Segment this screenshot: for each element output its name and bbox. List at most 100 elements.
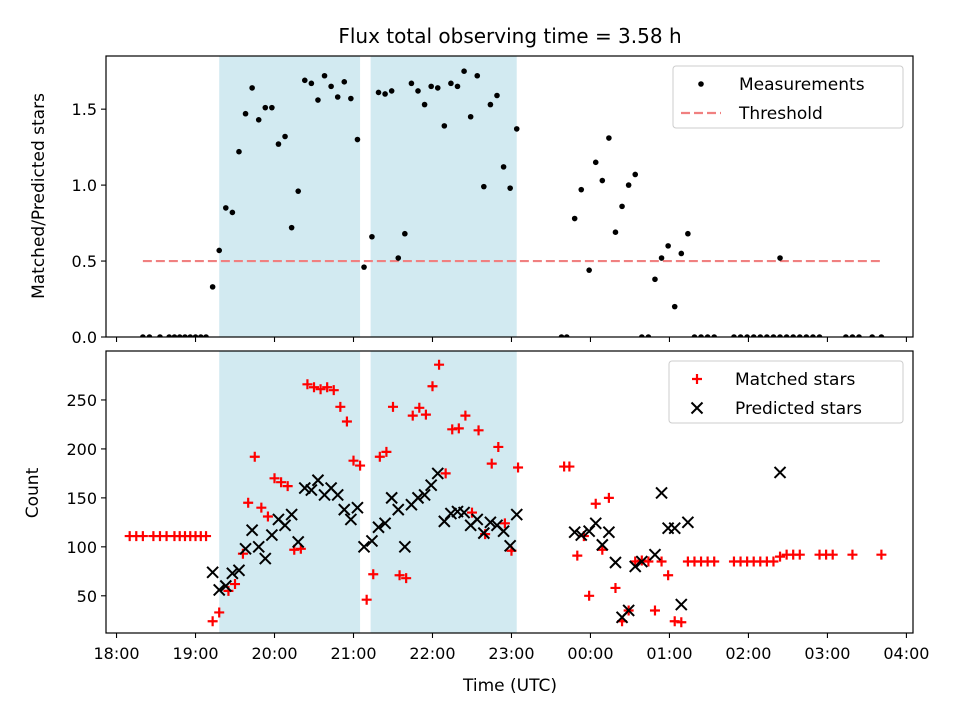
measurement-point	[354, 136, 361, 143]
measurement-point	[421, 101, 428, 108]
matched-star-point	[387, 401, 398, 412]
figure-title: Flux total observing time = 3.58 h	[338, 24, 681, 48]
matched-star-point	[649, 605, 660, 616]
bottom-axes-frame	[105, 350, 914, 634]
measurement-point	[236, 148, 242, 155]
legend-box	[672, 65, 904, 129]
measurement-point	[467, 113, 474, 120]
matched-star-point	[663, 570, 674, 581]
measurement-point	[625, 182, 632, 188]
measurement-point	[843, 334, 849, 337]
measurement-point	[764, 334, 770, 337]
x-tick-label: 22:00	[409, 644, 455, 663]
measurement-point	[571, 215, 578, 222]
measurement-point	[441, 123, 448, 129]
predicted-star-point	[265, 528, 279, 542]
matched-star-point	[440, 468, 451, 479]
matched-star-point	[262, 511, 273, 522]
predicted-star-point	[365, 534, 379, 548]
matched-star-point	[381, 446, 392, 457]
matched-star-point	[453, 423, 464, 434]
measurement-point	[334, 94, 341, 100]
predicted-star-point	[245, 523, 259, 537]
predicted-star-point	[629, 560, 642, 573]
measurement-point	[434, 85, 441, 91]
measurement-point	[461, 68, 467, 74]
matched-star-point	[348, 455, 359, 466]
predicted-star-point	[331, 488, 344, 502]
measurement-point	[255, 116, 262, 123]
matched-star-point	[775, 551, 786, 562]
predicted-star-point	[596, 538, 609, 552]
shaded-interval-2	[370, 56, 517, 337]
legend-label: Matched stars	[735, 370, 855, 390]
x-tick-label: 02:00	[725, 644, 771, 663]
matched-star-point	[243, 497, 254, 508]
measurement-point	[744, 334, 750, 337]
predicted-star-point	[311, 474, 325, 487]
matched-star-point	[256, 502, 267, 513]
measurement-point	[507, 185, 513, 191]
matched-star-point	[473, 425, 484, 436]
predicted-star-point	[622, 604, 635, 617]
predicted-star-point	[392, 503, 405, 516]
x-axis-label: Time (UTC)	[462, 676, 557, 696]
matched-star-point	[499, 518, 510, 529]
x-tick-label: 19:00	[172, 644, 218, 663]
legend-predicted-marker	[690, 401, 704, 415]
top-data-layer	[140, 68, 885, 337]
predicted-star-point	[411, 491, 425, 505]
predicted-star-point	[232, 564, 246, 577]
measurement-point	[704, 334, 711, 337]
shaded-interval-1	[219, 56, 361, 337]
measurement-point	[171, 334, 178, 337]
predicted-star-point	[206, 566, 219, 579]
matched-star-point	[282, 481, 293, 492]
measurement-point	[750, 334, 757, 337]
matched-star-point	[394, 570, 405, 581]
measurement-point	[157, 334, 163, 337]
measurement-point	[777, 255, 783, 261]
measurement-point	[282, 133, 288, 140]
predicted-star-point	[602, 525, 616, 539]
predicted-star-point	[497, 524, 510, 538]
predicted-star-point	[668, 522, 681, 535]
measurement-point	[361, 264, 367, 270]
measurement-point	[691, 334, 698, 337]
measurement-point	[665, 243, 671, 249]
measurement-point	[757, 334, 764, 337]
predicted-star-point	[291, 535, 305, 549]
measurement-point	[348, 95, 354, 102]
predicted-star-point	[609, 556, 622, 569]
measurement-point	[203, 334, 209, 337]
x-tick-label: 04:00	[883, 644, 929, 663]
top-legend: Measurements Threshold	[672, 65, 904, 129]
matched-star-point	[466, 507, 477, 518]
shaded-interval-1	[219, 351, 361, 633]
measurement-point	[869, 334, 875, 337]
measurement-point	[341, 79, 348, 85]
matched-star-point	[427, 381, 438, 392]
predicted-star-point	[219, 579, 233, 593]
matched-star-point	[355, 460, 366, 471]
legend-matched-marker	[692, 374, 702, 384]
measurement-point	[395, 255, 402, 261]
measurement-point	[415, 88, 421, 94]
measurement-point	[878, 334, 885, 337]
measurement-point	[288, 224, 295, 231]
measurement-point	[578, 186, 585, 193]
y-tick-label: 1.0	[72, 176, 97, 195]
measurement-point	[632, 171, 639, 178]
predicted-star-point	[213, 583, 226, 597]
legend-label: Threshold	[738, 104, 823, 124]
predicted-star-point	[252, 540, 265, 554]
predicted-star-point	[655, 486, 668, 500]
matched-star-point	[584, 590, 595, 601]
predicted-star-point	[575, 528, 588, 542]
predicted-star-point	[471, 513, 484, 526]
measurement-point	[563, 334, 570, 337]
matched-star-point	[137, 531, 148, 542]
matched-star-point	[322, 382, 333, 393]
measurement-point	[481, 183, 487, 190]
measurement-point	[645, 334, 652, 337]
